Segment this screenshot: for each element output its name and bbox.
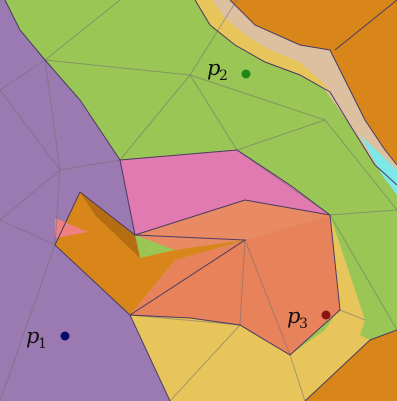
region-orange-wedge <box>55 192 245 315</box>
region-pink <box>120 150 330 235</box>
region-boundaries <box>4 0 397 401</box>
region-orange-topright <box>225 0 397 180</box>
point-p1-label: p <box>26 324 39 348</box>
point-p2-label: p <box>207 56 220 80</box>
region-yellow-top <box>195 0 330 90</box>
region-salmon <box>130 215 340 355</box>
point-p3-subscript: 3 <box>299 316 308 332</box>
point-p1-marker <box>60 331 70 341</box>
point-p1-subscript: 1 <box>38 336 47 352</box>
region-yellow-bottom <box>130 300 397 401</box>
region-orange-bottomright <box>305 330 397 401</box>
point-p2-marker <box>241 69 251 79</box>
point-p3-marker <box>321 310 331 320</box>
point-p2-subscript: 2 <box>219 68 228 84</box>
point-p3-label: p <box>287 304 300 328</box>
region-cyan <box>360 135 397 195</box>
region-orange-dark <box>80 192 140 258</box>
region-pink-small <box>55 218 88 238</box>
